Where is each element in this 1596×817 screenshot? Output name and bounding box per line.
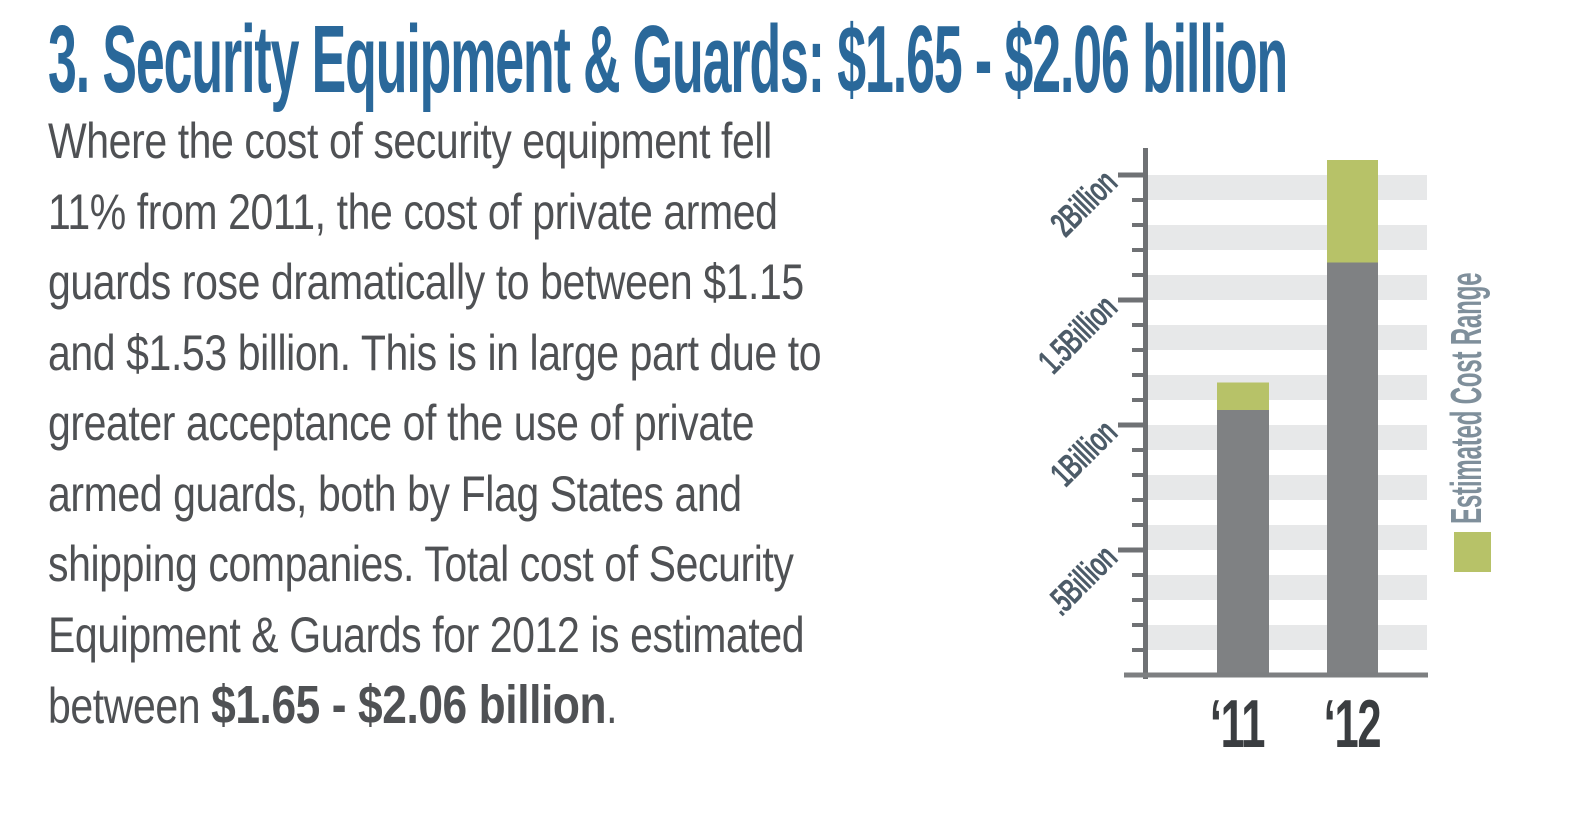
x-axis-label-12: ‘12 xyxy=(1324,686,1381,762)
y-axis-minor-tick xyxy=(1132,323,1145,327)
body-line-1: Where the cost of security equipment fel… xyxy=(48,113,772,169)
y-axis-minor-tick xyxy=(1132,523,1145,527)
y-axis-line xyxy=(1143,148,1148,679)
cost-estimate-bold: $1.65 - $2.06 billion xyxy=(211,675,607,735)
y-axis-minor-tick xyxy=(1132,573,1145,577)
y-axis-label-.5billion: .5Billion xyxy=(1039,538,1124,623)
y-axis-major-tick xyxy=(1118,422,1145,428)
bar-2011-base xyxy=(1217,410,1269,675)
y-axis-minor-tick xyxy=(1132,373,1145,377)
y-axis-minor-tick xyxy=(1132,623,1145,627)
body-line-8: Equipment & Guards for 2012 is estimated xyxy=(48,606,805,663)
y-axis-minor-tick xyxy=(1132,223,1145,227)
body-line-4: and $1.53 billion. This is in large part… xyxy=(48,324,822,381)
page-title: 3. Security Equipment & Guards: $1.65 - … xyxy=(48,6,1288,113)
bar-2012-range xyxy=(1327,160,1378,263)
y-axis-label-1billion: 1Billion xyxy=(1043,413,1125,495)
y-axis-major-tick xyxy=(1118,547,1145,553)
y-axis-label-2billion: 2Billion xyxy=(1043,163,1125,245)
legend-swatch xyxy=(1454,532,1491,572)
y-axis-minor-tick xyxy=(1132,248,1145,252)
gridline-stripe xyxy=(1148,475,1427,500)
y-axis-major-tick xyxy=(1118,172,1145,178)
y-axis-minor-tick xyxy=(1132,473,1145,477)
gridline-stripe xyxy=(1148,225,1427,250)
y-axis-minor-tick xyxy=(1132,448,1145,452)
y-axis-minor-tick xyxy=(1132,273,1145,277)
y-axis-minor-tick xyxy=(1132,648,1145,652)
body-line-5: greater acceptance of the use of private xyxy=(48,395,755,451)
gridline-stripe xyxy=(1148,575,1427,600)
body-line-3: guards rose dramatically to between $1.1… xyxy=(48,254,804,310)
body-line-9: between $1.65 - $2.06 billion. xyxy=(48,670,821,741)
body-paragraph: Where the cost of security equipment fel… xyxy=(48,106,822,741)
gridline-stripe xyxy=(1148,625,1427,650)
gridline-stripe xyxy=(1148,275,1427,300)
y-axis-major-tick xyxy=(1118,297,1145,303)
body-line-6: armed guards, both by Flag States and xyxy=(48,465,742,522)
y-axis-minor-tick xyxy=(1132,598,1145,602)
y-axis-minor-tick xyxy=(1132,348,1145,352)
legend-label: Estimated Cost Range xyxy=(1441,273,1491,524)
y-axis-label-1.5billion: 1.5Billion xyxy=(1031,288,1125,382)
x-axis-line xyxy=(1124,672,1428,678)
gridline-stripe xyxy=(1148,375,1427,400)
y-axis-minor-tick xyxy=(1132,198,1145,202)
x-axis-label-11: ‘11 xyxy=(1210,686,1265,762)
body-last-line-prefix: between xyxy=(48,678,212,734)
gridline-stripe xyxy=(1148,425,1427,450)
body-last-line-suffix: . xyxy=(606,678,618,734)
gridline-stripe xyxy=(1148,325,1427,350)
y-axis-minor-tick xyxy=(1132,498,1145,502)
bar-2012-base xyxy=(1327,262,1378,675)
gridline-stripe xyxy=(1148,525,1427,550)
body-line-2: 11% from 2011, the cost of private armed xyxy=(48,183,778,240)
y-axis-minor-tick xyxy=(1132,398,1145,402)
gridline-stripe xyxy=(1148,175,1427,200)
bar-2011-range xyxy=(1217,382,1269,410)
body-line-7: shipping companies. Total cost of Securi… xyxy=(48,536,794,592)
